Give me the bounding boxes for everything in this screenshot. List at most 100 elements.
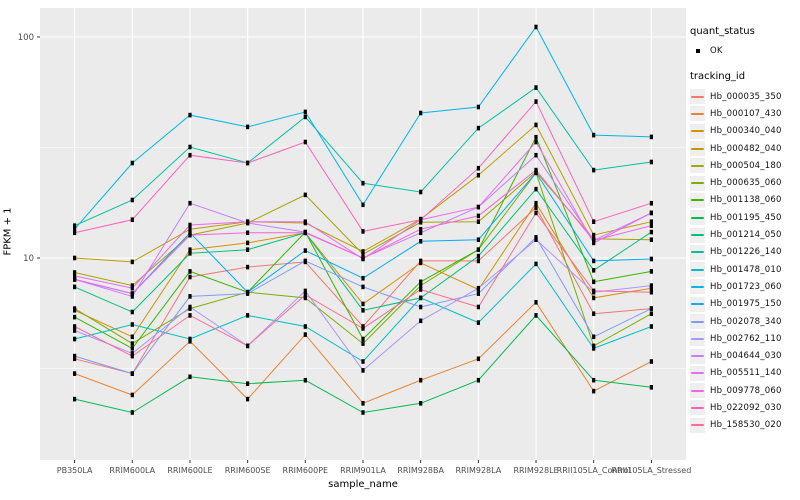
data-point bbox=[246, 396, 250, 402]
data-point bbox=[476, 253, 480, 259]
legend-key-swatch bbox=[690, 279, 705, 295]
data-point bbox=[361, 341, 365, 346]
data-point bbox=[592, 311, 596, 316]
data-point bbox=[73, 306, 77, 311]
data-point bbox=[303, 219, 307, 224]
legend-item-Hb_000482_040: Hb_000482_040 bbox=[690, 140, 800, 157]
data-point bbox=[476, 247, 480, 252]
x-tick-label: RRII105LA_Stressed bbox=[611, 466, 691, 475]
legend-item-label: Hb_000340_040 bbox=[710, 126, 782, 137]
legend-item-label: Hb_001478_010 bbox=[710, 264, 782, 275]
data-point bbox=[419, 110, 423, 116]
y-tick-label: 100 bbox=[18, 33, 34, 43]
legend-item-label: Hb_004644_030 bbox=[710, 351, 782, 362]
data-point bbox=[361, 308, 365, 313]
data-point bbox=[534, 134, 538, 140]
data-point bbox=[130, 291, 134, 296]
data-point bbox=[592, 343, 596, 349]
data-point bbox=[534, 139, 538, 145]
data-point bbox=[188, 251, 192, 256]
legend-key-swatch bbox=[690, 227, 705, 243]
legend-item-label: Hb_000482_040 bbox=[710, 143, 782, 154]
data-point bbox=[361, 301, 365, 307]
data-point bbox=[649, 385, 653, 390]
data-point bbox=[73, 328, 77, 333]
y-tick-label: 10 bbox=[23, 254, 34, 264]
data-point bbox=[303, 248, 307, 253]
x-tick-label: RRIM928LE bbox=[513, 466, 558, 475]
legend-item-label: Hb_005511_140 bbox=[710, 368, 782, 379]
data-point bbox=[534, 122, 538, 128]
legend-tracking-id-items: Hb_000035_350 Hb_000107_430 Hb_000340_040 H… bbox=[690, 88, 800, 434]
legend-key-swatch bbox=[690, 348, 705, 364]
data-point bbox=[246, 247, 250, 252]
legend-key-swatch bbox=[690, 262, 705, 278]
data-point bbox=[73, 396, 77, 402]
y-axis-title: FPKM + 1 bbox=[2, 207, 14, 256]
data-point bbox=[73, 371, 77, 376]
data-point bbox=[361, 255, 365, 261]
data-point bbox=[534, 99, 538, 104]
data-point bbox=[73, 324, 77, 329]
data-point bbox=[361, 229, 365, 234]
data-point bbox=[419, 401, 423, 406]
data-point bbox=[419, 304, 423, 310]
legend-item-label: Hb_022092_030 bbox=[710, 402, 782, 413]
data-point bbox=[188, 269, 192, 274]
data-point bbox=[534, 205, 538, 210]
data-point bbox=[419, 239, 423, 244]
data-point bbox=[361, 410, 365, 415]
legend-item-label: Hb_000635_060 bbox=[710, 178, 782, 189]
data-point bbox=[592, 377, 596, 383]
data-point bbox=[188, 222, 192, 228]
data-point bbox=[534, 186, 538, 192]
data-point bbox=[361, 401, 365, 406]
data-point bbox=[361, 359, 365, 364]
data-point bbox=[649, 237, 653, 242]
data-point bbox=[130, 285, 134, 291]
data-point bbox=[188, 152, 192, 158]
data-point bbox=[649, 359, 653, 364]
data-point bbox=[246, 219, 250, 224]
data-point bbox=[303, 139, 307, 145]
legend-key-swatch bbox=[690, 383, 705, 399]
data-point bbox=[649, 223, 653, 228]
data-point bbox=[476, 291, 480, 296]
x-tick-label: RRIM600SE bbox=[225, 466, 271, 475]
data-point bbox=[649, 219, 653, 224]
data-point bbox=[592, 167, 596, 173]
data-point bbox=[592, 388, 596, 394]
data-point bbox=[476, 104, 480, 110]
data-point bbox=[419, 217, 423, 222]
data-point bbox=[592, 232, 596, 238]
data-point bbox=[246, 313, 250, 318]
data-point bbox=[188, 304, 192, 310]
data-point bbox=[303, 258, 307, 264]
legend-key-swatch bbox=[690, 296, 705, 312]
legend-item-ok: OK bbox=[690, 43, 800, 59]
data-point bbox=[73, 353, 77, 359]
data-point bbox=[476, 320, 480, 325]
data-point bbox=[188, 294, 192, 299]
legend-item-label: Hb_002762_110 bbox=[710, 333, 782, 344]
data-point bbox=[534, 210, 538, 216]
data-point bbox=[534, 237, 538, 242]
data-point bbox=[649, 285, 653, 291]
data-point bbox=[649, 306, 653, 311]
data-point bbox=[246, 343, 250, 349]
x-tick-label: RRIM600LE bbox=[167, 466, 212, 475]
legend-item-Hb_001138_060: Hb_001138_060 bbox=[690, 192, 800, 209]
legend-item-Hb_001226_140: Hb_001226_140 bbox=[690, 244, 800, 261]
data-point bbox=[246, 381, 250, 386]
data-point bbox=[361, 284, 365, 290]
legend-item-Hb_002762_110: Hb_002762_110 bbox=[690, 330, 800, 347]
data-point bbox=[419, 230, 423, 236]
data-point bbox=[476, 219, 480, 224]
data-point bbox=[649, 210, 653, 216]
x-tick-label: RRIM600LA bbox=[109, 466, 155, 475]
legend-item-Hb_022092_030: Hb_022092_030 bbox=[690, 399, 800, 416]
legend-item-Hb_000107_430: Hb_000107_430 bbox=[690, 105, 800, 122]
data-point bbox=[649, 269, 653, 274]
legend-item-Hb_000504_180: Hb_000504_180 bbox=[690, 157, 800, 174]
data-point bbox=[649, 311, 653, 316]
